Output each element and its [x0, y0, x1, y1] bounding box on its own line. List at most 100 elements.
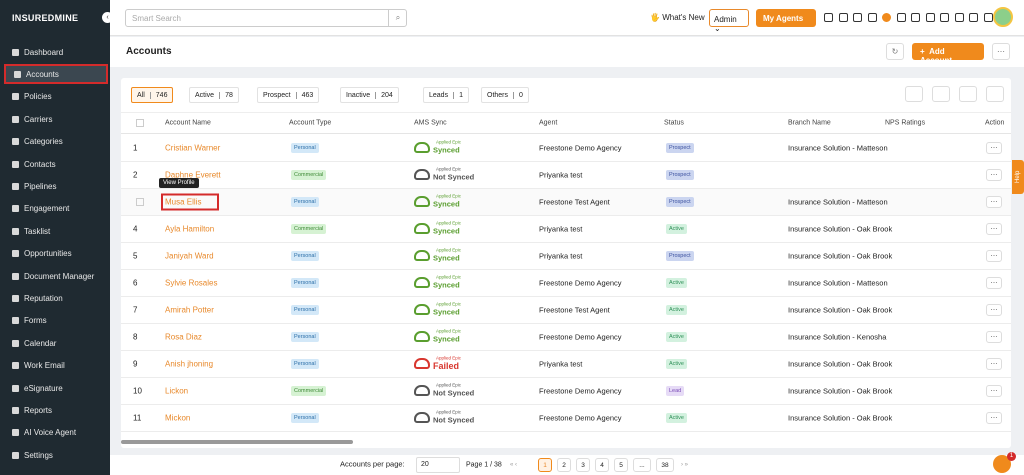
page-button[interactable]: ... — [633, 458, 651, 472]
page-button[interactable]: 2 — [557, 458, 571, 472]
filter-tab[interactable]: All 746 — [131, 87, 174, 103]
nav-item[interactable]: Tasklist — [4, 221, 108, 241]
row-action-button[interactable]: ⋯ — [986, 196, 1002, 208]
toolbar-icon[interactable] — [867, 13, 877, 22]
nav-item[interactable]: Opportunities — [4, 244, 108, 264]
tool-button[interactable] — [932, 86, 950, 102]
row-action-button[interactable]: ⋯ — [986, 142, 1002, 154]
account-name-link[interactable]: Janiyah Ward — [165, 251, 214, 261]
account-name-link[interactable]: Lickon — [165, 386, 189, 396]
nav-item[interactable]: Accounts — [4, 64, 108, 85]
status-badge: Prospect — [666, 197, 694, 207]
account-name-link[interactable]: Sylvie Rosales — [165, 278, 218, 288]
row-action-button[interactable]: ⋯ — [986, 385, 1002, 397]
tool-button[interactable] — [905, 86, 923, 102]
sync-vendor: Applied Epic — [436, 193, 462, 199]
nav-item[interactable]: Forms — [4, 311, 108, 331]
logo[interactable]: INSUREDMINE — [12, 13, 79, 23]
row-action-button[interactable]: ⋯ — [986, 358, 1002, 370]
account-name-link[interactable]: Anish jhoning — [165, 359, 214, 369]
account-name-link[interactable]: Amirah Potter — [165, 305, 214, 315]
sync-icon — [414, 277, 430, 288]
nav-item[interactable]: Reports — [4, 400, 108, 420]
filter-tab[interactable]: Leads 1 — [423, 87, 469, 103]
table-row — [121, 351, 1011, 378]
toolbar-icon[interactable] — [838, 13, 848, 22]
nav-item[interactable]: Categories — [4, 132, 108, 152]
filter-tab[interactable]: Inactive 204 — [340, 87, 399, 103]
toolbar-icon[interactable] — [969, 13, 978, 22]
toolbar-icon[interactable] — [940, 13, 949, 22]
tool-button[interactable] — [986, 86, 1004, 102]
search-button[interactable]: ⌕ — [388, 9, 407, 27]
row-action-button[interactable]: ⋯ — [986, 304, 1002, 316]
role-select[interactable]: Admin ⌄ — [709, 9, 749, 33]
nav-item[interactable]: Dashboard — [4, 42, 108, 62]
nav-item[interactable]: Carriers — [4, 109, 108, 129]
filter-count: 204 — [381, 91, 393, 99]
nav-item[interactable]: Engagement — [4, 199, 108, 219]
row-action-button[interactable]: ⋯ — [986, 331, 1002, 343]
my-agents-button[interactable]: My Agents ⌄ — [756, 9, 816, 32]
page-header: Accounts ↻ + Add Account ⋯ — [110, 37, 1024, 67]
page-button[interactable]: 5 — [614, 458, 628, 472]
filter-tab[interactable]: Prospect 463 — [257, 87, 320, 103]
first-prev[interactable]: « ‹ — [510, 462, 518, 468]
table-row — [121, 162, 1011, 189]
nav-item[interactable]: Calendar — [4, 333, 108, 353]
help-tab[interactable]: Help — [1012, 160, 1024, 194]
per-page-label: Accounts per page: — [340, 459, 405, 469]
next-last[interactable]: › » — [681, 462, 689, 468]
row-action-button[interactable]: ⋯ — [986, 277, 1002, 289]
whats-new[interactable]: 🖐 What's New — [650, 13, 705, 22]
toolbar-icon[interactable] — [954, 13, 964, 22]
toolbar-icon[interactable] — [853, 13, 862, 22]
nav-item[interactable]: Reputation — [4, 288, 108, 308]
nav-item[interactable]: Settings — [4, 445, 108, 465]
account-name-link[interactable]: Musa Ellis — [160, 193, 220, 211]
nav-item[interactable]: Pipelines — [4, 176, 108, 196]
horizontal-scrollbar[interactable] — [121, 440, 353, 444]
page-button[interactable]: 3 — [576, 458, 590, 472]
page-button[interactable]: 38 — [656, 458, 674, 472]
row-action-button[interactable]: ⋯ — [986, 412, 1002, 424]
filter-tab[interactable]: Others 0 — [481, 87, 529, 103]
account-name-link[interactable]: Cristian Warner — [165, 143, 221, 153]
toolbar-icon[interactable] — [882, 13, 891, 22]
nav-item[interactable]: Document Manager — [4, 266, 108, 286]
nav-item[interactable]: AI Voice Agent — [4, 423, 108, 443]
nav-item[interactable]: Policies — [4, 87, 108, 107]
collapse-toggle[interactable]: ‹ — [102, 12, 113, 23]
status-badge: Active — [666, 278, 687, 288]
select-all[interactable] — [136, 119, 144, 127]
toolbar-icon[interactable] — [983, 13, 993, 22]
tool-button[interactable] — [959, 86, 977, 102]
nav-item[interactable]: Work Email — [4, 356, 108, 376]
toolbar-icon[interactable] — [911, 13, 920, 22]
chat-button[interactable] — [993, 455, 1011, 473]
account-name-link[interactable]: Mickon — [165, 413, 191, 423]
row-action-button[interactable]: ⋯ — [986, 250, 1002, 262]
nav-icon — [12, 429, 19, 437]
per-page-select[interactable]: 20 — [416, 457, 460, 473]
nav-item[interactable]: Contacts — [4, 154, 108, 174]
row-checkbox[interactable] — [136, 198, 144, 206]
toolbar-icon[interactable] — [896, 13, 906, 22]
nav-item[interactable]: eSignature — [4, 378, 108, 398]
account-name-link[interactable]: Ayla Hamilton — [165, 224, 215, 234]
row-action-button[interactable]: ⋯ — [986, 169, 1002, 181]
toolbar-icon[interactable] — [925, 13, 935, 22]
refresh-button[interactable]: ↻ — [886, 43, 904, 60]
avatar[interactable] — [993, 7, 1013, 27]
page-button[interactable]: 1 — [538, 458, 552, 472]
account-name-link[interactable]: Rosa Diaz — [165, 332, 202, 342]
filter-tab[interactable]: Active 78 — [189, 87, 239, 103]
account-name-link[interactable]: Daphne Everett — [165, 170, 221, 180]
more-button[interactable]: ⋯ — [992, 43, 1010, 60]
page-button[interactable]: 4 — [595, 458, 609, 472]
search-input[interactable]: Smart Search — [125, 9, 407, 27]
toolbar-icon[interactable] — [824, 13, 833, 22]
row-action-button[interactable]: ⋯ — [986, 223, 1002, 235]
add-account-button[interactable]: + Add Account — [912, 43, 984, 65]
